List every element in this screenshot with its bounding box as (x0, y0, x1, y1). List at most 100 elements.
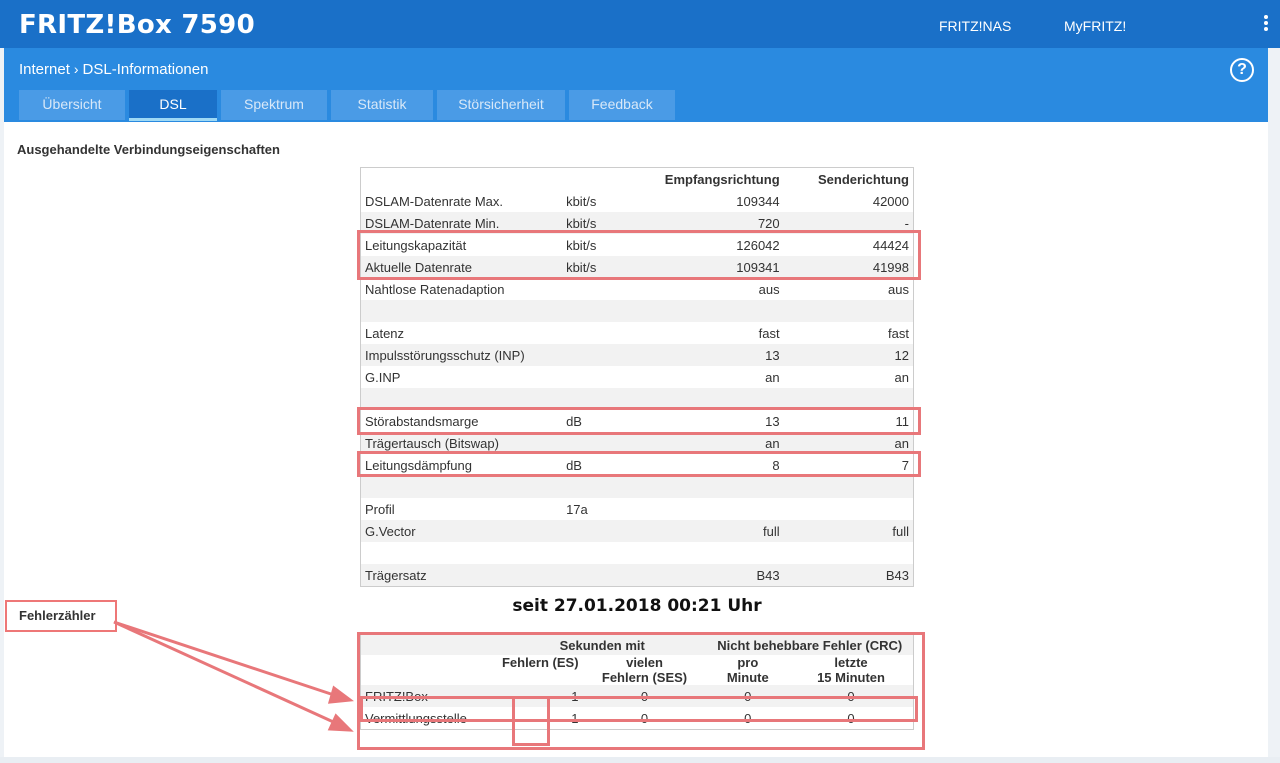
footer-strip (0, 757, 1280, 763)
table-row (360, 388, 914, 410)
breadcrumb-internet[interactable]: Internet (19, 61, 70, 78)
error-counter-label: Fehlerzähler (19, 608, 96, 623)
table-cell (562, 564, 661, 587)
table-row: Profil 17a (360, 498, 914, 520)
table-cell (562, 278, 661, 300)
dsl-properties-table: Empfangsrichtung Senderichtung DSLAM-Dat… (360, 167, 914, 587)
table-cell (562, 344, 661, 366)
table-row (360, 476, 914, 498)
table-row: FRITZ!Box 1 0 0 0 (360, 685, 914, 707)
top-header-bar: FRITZ!Box 7590 FRITZ!NAS MyFRITZ! (0, 0, 1280, 48)
table-cell: fast (783, 322, 914, 344)
table-cell (562, 322, 661, 344)
tab-dsl[interactable]: DSL (129, 90, 217, 121)
table-row: Vermittlungsstelle 1 0 0 0 (360, 707, 914, 730)
table-cell: DSLAM-Datenrate Min. (360, 212, 563, 234)
table-cell: Leitungsdämpfung (360, 454, 563, 476)
table-header-row: Empfangsrichtung Senderichtung (360, 167, 914, 190)
table-cell: G.INP (360, 366, 563, 388)
table-row: Störabstandsmarge dB 13 11 (360, 410, 914, 432)
fritzbox-logo[interactable]: FRITZ!Box 7590 (19, 10, 255, 40)
table-cell: 7 (783, 454, 914, 476)
table-row: Impulsstörungsschutz (INP) 13 12 (360, 344, 914, 366)
since-timestamp: seit 27.01.2018 00:21 Uhr (512, 596, 762, 616)
table-subheader-row: Fehlern (ES) vielen Fehlern (SES) pro Minu… (360, 655, 914, 685)
table-cell (562, 366, 661, 388)
table-row: Trägertausch (Bitswap) an an (360, 432, 914, 454)
table-cell (360, 542, 563, 564)
table-cell: 13 (660, 344, 784, 366)
table-cell: 720 (660, 212, 784, 234)
table-cell: Impulsstörungsschutz (INP) (360, 344, 563, 366)
table-cell: aus (660, 278, 784, 300)
table-cell (562, 300, 661, 322)
table-cell: Trägersatz (360, 564, 563, 587)
table-cell: kbit/s (562, 212, 661, 234)
table-cell: 13 (660, 410, 784, 432)
myfritz-link[interactable]: MyFRITZ! (1064, 18, 1127, 34)
table-cell: dB (562, 454, 661, 476)
table-cell: Latenz (360, 322, 563, 344)
cell-ses: 0 (582, 685, 707, 707)
tab-statistik[interactable]: Statistik (331, 90, 433, 120)
row-label: Vermittlungsstelle (360, 707, 498, 730)
help-icon[interactable]: ? (1230, 58, 1254, 82)
header-15-minuten: letzte 15 Minuten (789, 655, 914, 685)
table-cell (783, 300, 914, 322)
table-cell: kbit/s (562, 256, 661, 278)
table-cell (660, 300, 784, 322)
table-cell: Nahtlose Ratenadaption (360, 278, 563, 300)
table-cell: 12 (783, 344, 914, 366)
table-cell: kbit/s (562, 234, 661, 256)
table-cell: B43 (660, 564, 784, 587)
tab-feedback[interactable]: Feedback (569, 90, 675, 120)
header-senderichtung: Senderichtung (783, 167, 914, 190)
tab-uebersicht[interactable]: Übersicht (19, 90, 125, 120)
table-cell: 8 (660, 454, 784, 476)
table-cell: an (660, 366, 784, 388)
table-cell: - (783, 212, 914, 234)
table-row: Leitungskapazität kbit/s 126042 44424 (360, 234, 914, 256)
header-ses: vielen Fehlern (SES) (582, 655, 707, 685)
table-cell: G.Vector (360, 520, 563, 542)
table-cell: aus (783, 278, 914, 300)
table-cell: 42000 (783, 190, 914, 212)
table-row: G.Vector full full (360, 520, 914, 542)
table-cell: an (783, 366, 914, 388)
table-cell: full (660, 520, 784, 542)
table-cell: Störabstandsmarge (360, 410, 563, 432)
table-cell: DSLAM-Datenrate Max. (360, 190, 563, 212)
table-cell (360, 476, 563, 498)
table-cell: dB (562, 410, 661, 432)
chevron-right-icon: › (73, 61, 79, 77)
header-es: Fehlern (ES) (497, 655, 583, 685)
breadcrumb: Internet › DSL-Informationen (19, 61, 208, 78)
header-crc: Nicht behebbare Fehler (CRC) (706, 634, 914, 655)
table-cell: B43 (783, 564, 914, 587)
table-cell: Trägertausch (Bitswap) (360, 432, 563, 454)
table-cell (660, 388, 784, 410)
header-cell (562, 167, 661, 190)
table-cell: Profil (360, 498, 563, 520)
fritznas-link[interactable]: FRITZ!NAS (939, 18, 1012, 34)
cell-pro-minute: 0 (706, 707, 790, 730)
tab-stoersicherheit[interactable]: Störsicherheit (437, 90, 565, 120)
table-cell: Leitungskapazität (360, 234, 563, 256)
table-cell: 41998 (783, 256, 914, 278)
cell-15-minuten: 0 (789, 707, 914, 730)
table-row: Latenz fast fast (360, 322, 914, 344)
menu-dots-icon[interactable] (1262, 14, 1270, 34)
header-sekunden-mit: Sekunden mit (497, 634, 707, 655)
table-row: G.INP an an (360, 366, 914, 388)
table-cell (660, 542, 784, 564)
table-row: Leitungsdämpfung dB 8 7 (360, 454, 914, 476)
cell-es: 1 (497, 707, 583, 730)
tab-spektrum[interactable]: Spektrum (221, 90, 327, 120)
table-cell (562, 432, 661, 454)
cell-15-minuten: 0 (789, 685, 914, 707)
table-row: DSLAM-Datenrate Min. kbit/s 720- (360, 212, 914, 234)
table-cell (783, 476, 914, 498)
table-cell: 44424 (783, 234, 914, 256)
header-cell (360, 167, 563, 190)
table-cell (562, 476, 661, 498)
